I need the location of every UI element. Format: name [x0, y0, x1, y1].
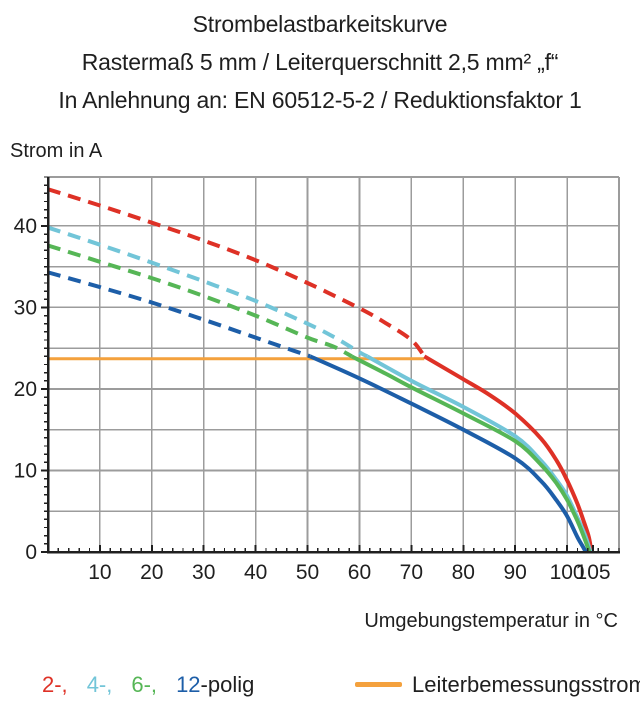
y-tick-label-10: 10 [14, 459, 37, 482]
curve-2-polig [47, 187, 594, 553]
y-axis-label: Strom in A [10, 140, 103, 162]
x-tick-label-100: 100 [550, 561, 585, 584]
x-tick-label-60: 60 [348, 561, 371, 584]
y-tick-label-20: 20 [14, 378, 37, 401]
curve-6-polig [47, 243, 592, 553]
chart-title: Strombelastbarkeitskurve Rastermaß 5 mm … [0, 5, 640, 119]
chart-title-line3: In Anlehnung an: EN 60512-5-2 / Reduktio… [58, 87, 582, 113]
curve-2-polig-dashed [47, 187, 426, 358]
x-tick-label-50: 50 [296, 561, 319, 584]
legend-item-12polig-number: 12 [176, 672, 201, 697]
legend-item-4polig: 4-, [86, 672, 113, 697]
y-tick-label-30: 30 [14, 296, 37, 319]
legend-item-12polig: 12-polig [176, 672, 254, 698]
chart-title-line1: Strombelastbarkeitskurve [192, 11, 448, 37]
y-tick-label-0: 0 [25, 541, 37, 564]
curve-12-polig [47, 270, 588, 553]
x-tick-label-70: 70 [400, 561, 423, 584]
y-tick-label-40: 40 [14, 215, 37, 238]
curve-6-polig-solid [350, 354, 592, 553]
x-tick-label-80: 80 [452, 561, 475, 584]
curve-4-polig [47, 225, 593, 553]
curve-12-polig-dashed [47, 270, 311, 359]
rated-current-line-swatch [355, 682, 402, 687]
plot-frame [48, 176, 620, 552]
curve-12-polig-solid [309, 354, 588, 553]
legend: 2-, 4-, 6-, 12-polig Leiterbemessungsstr… [0, 668, 640, 704]
x-tick-label-20: 20 [140, 561, 163, 584]
curve-6-polig-dashed [47, 243, 353, 359]
x-tick-label-40: 40 [244, 561, 267, 584]
legend-item-6polig: 6-, [131, 672, 158, 697]
x-tick-label-10: 10 [88, 561, 111, 584]
curve-2-polig-solid [423, 354, 594, 553]
x-axis-label: Umgebungstemperatur in °C [364, 610, 618, 632]
x-tick-label-30: 30 [192, 561, 215, 584]
chart-title-line2: Rastermaß 5 mm / Leiterquerschnitt 2,5 m… [81, 49, 559, 75]
x-tick-label-105: 105 [576, 561, 611, 584]
curve-4-polig-dashed [47, 225, 369, 359]
rated-current-label: Leiterbemessungsstrom [412, 672, 640, 697]
axis-ticks [41, 176, 620, 553]
legend-poles: 2-, 4-, 6-, 12-polig [42, 672, 254, 698]
legend-item-2polig: 2-, [42, 672, 68, 697]
legend-poles-suffix: -polig [200, 672, 255, 697]
x-tick-label-90: 90 [504, 561, 527, 584]
gridlines [48, 177, 620, 552]
curve-4-polig-solid [366, 354, 593, 553]
